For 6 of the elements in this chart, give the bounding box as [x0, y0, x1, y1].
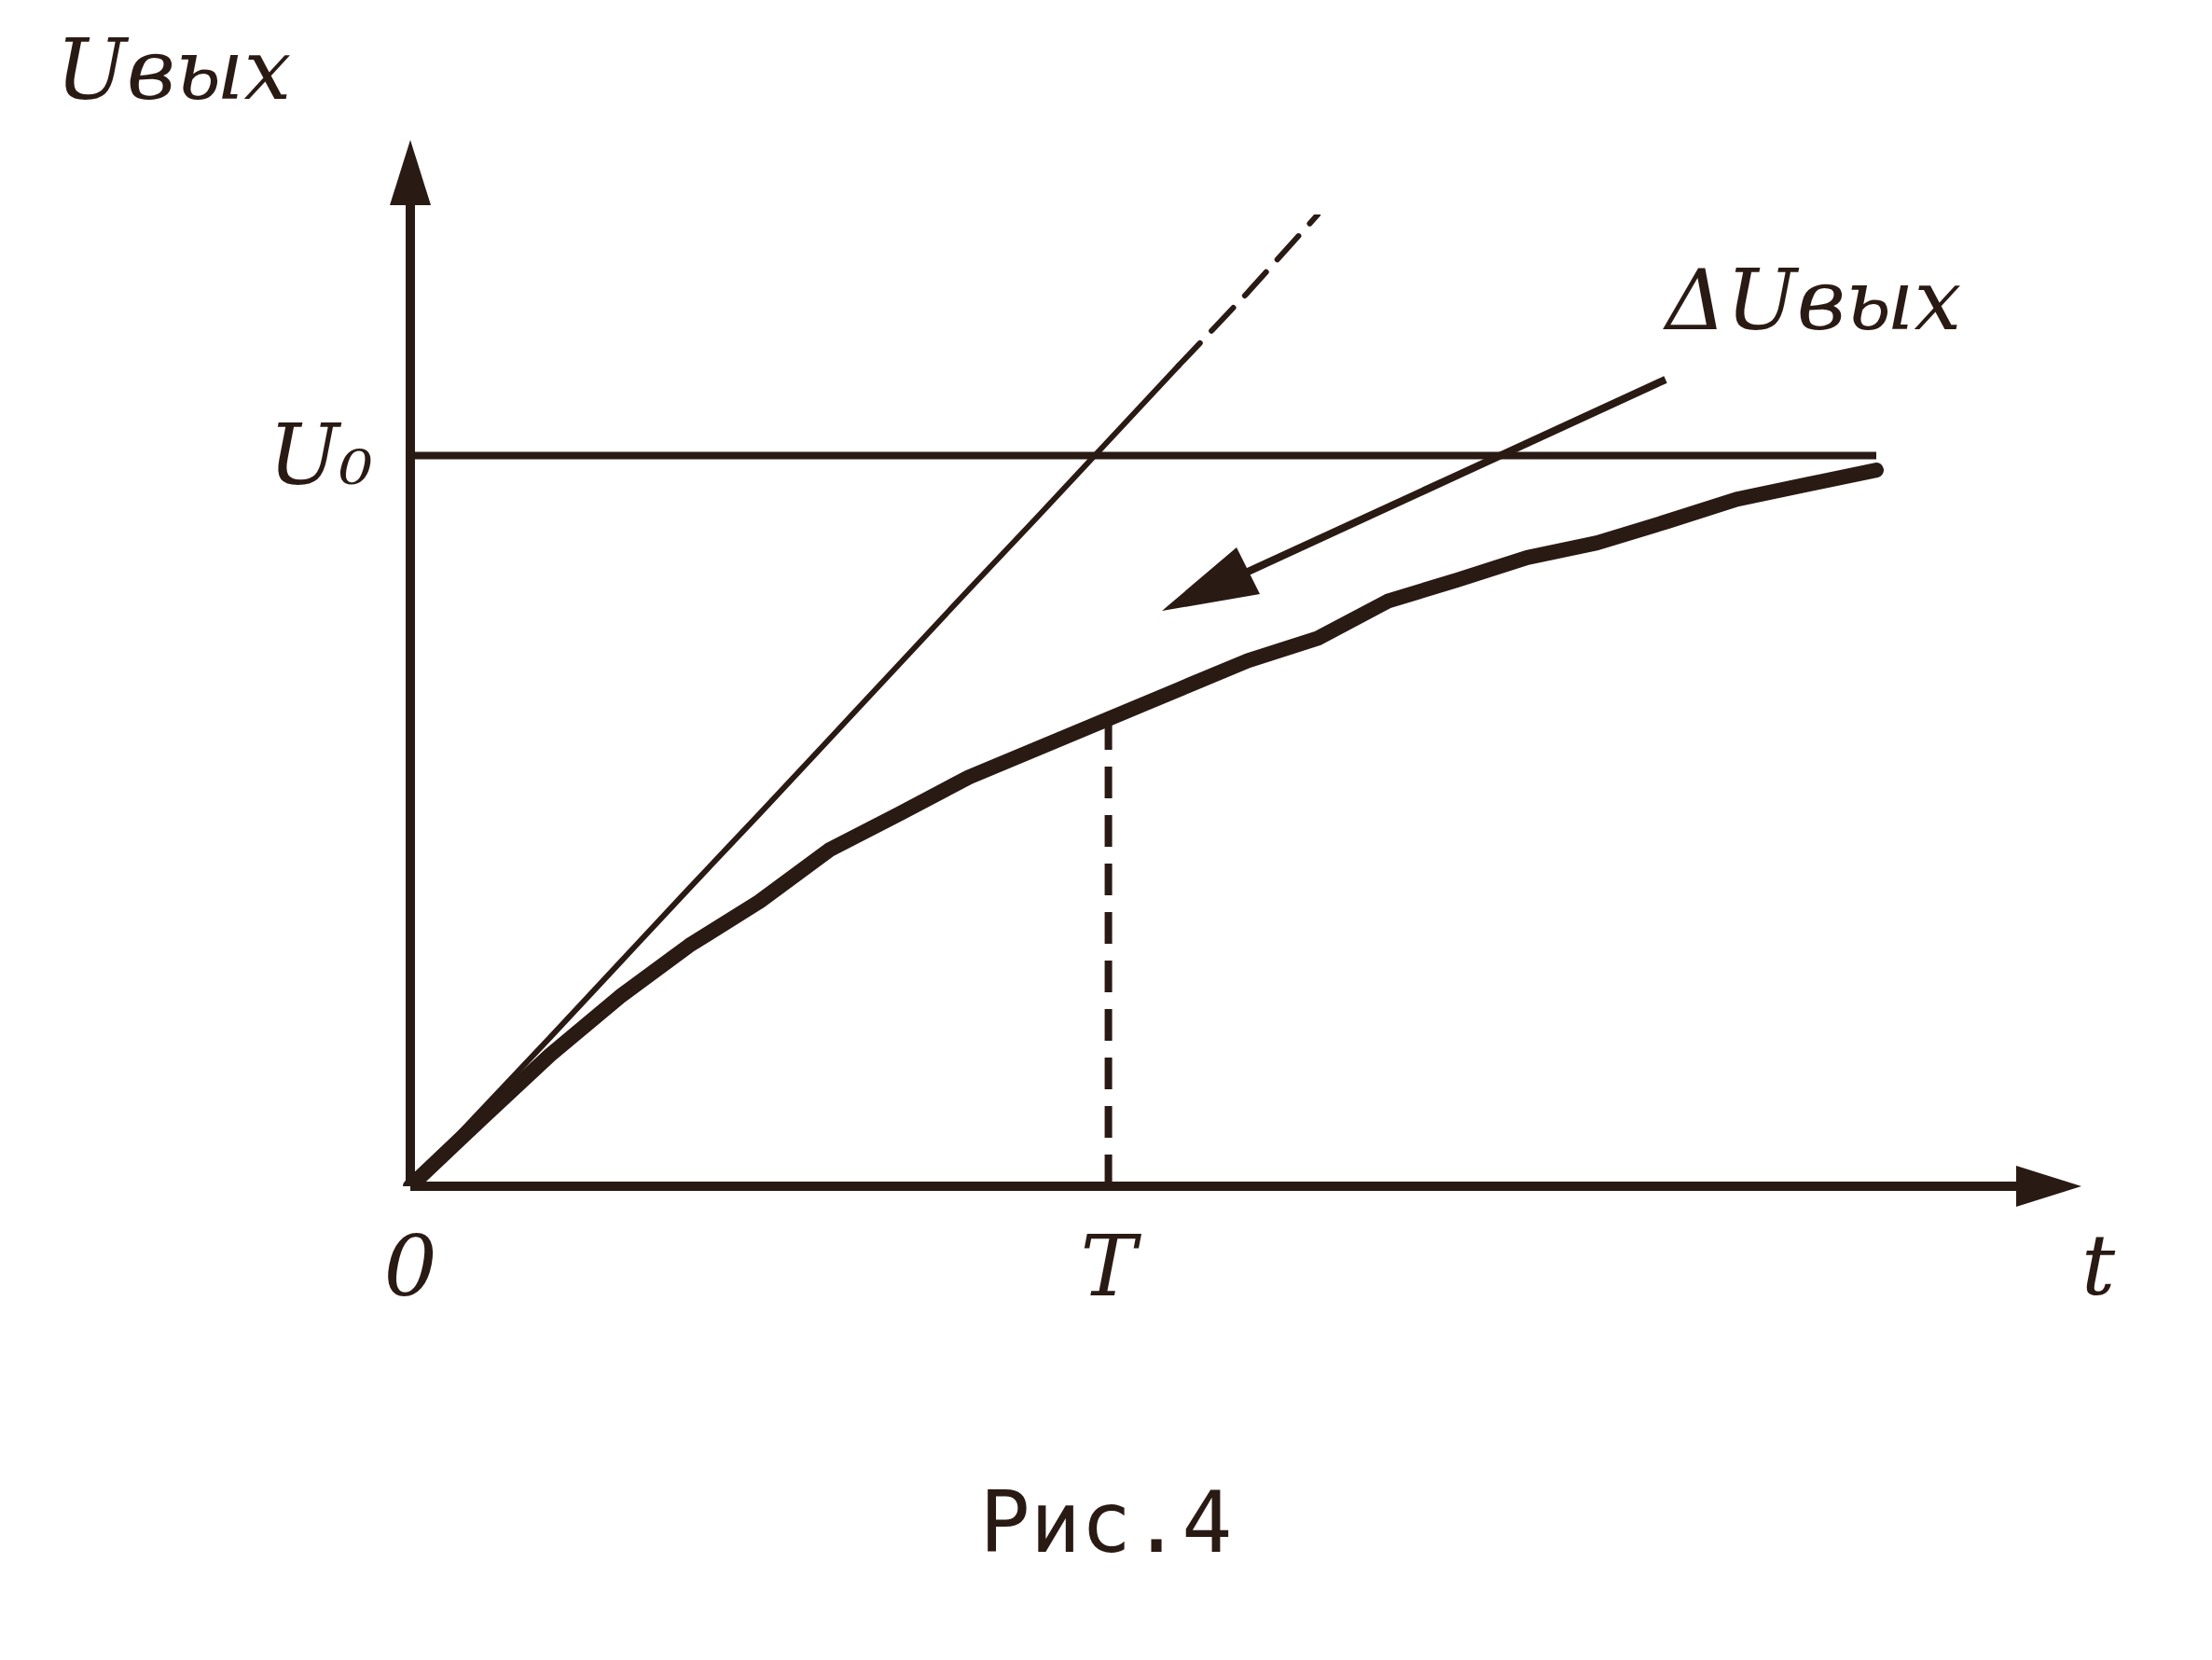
text: Рис.4 [978, 1473, 1234, 1571]
x-tick-label: T [1080, 1217, 1142, 1316]
x-axis-title: t [2081, 1216, 2116, 1314]
x-tick-label: 0 [383, 1217, 437, 1316]
y-axis-title: Uвых [56, 21, 292, 118]
ref-line-label: U₀ [269, 406, 373, 505]
